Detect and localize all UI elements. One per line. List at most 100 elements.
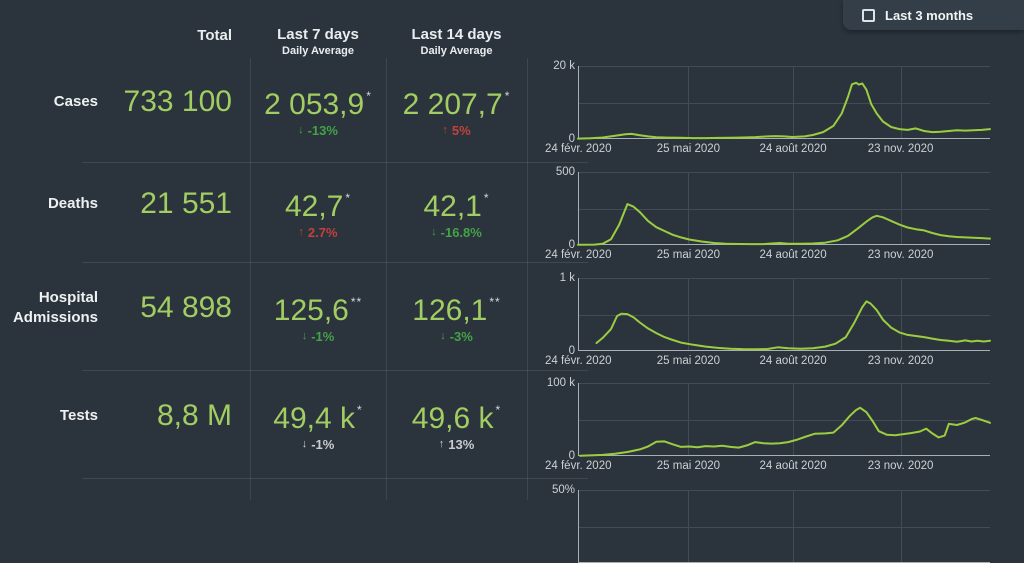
- trend-indicator: ↑ 13%: [439, 436, 475, 452]
- col-header-total: Total: [197, 27, 232, 44]
- table-row-deaths: Deaths 21 551 42,7 * ↑ 2.7% 42,1 * ↓ -16.8%: [0, 162, 540, 262]
- x-axis-labels: 24 févr. 2020 25 mai 2020 24 août 2020 23 n…: [545, 355, 990, 369]
- y-axis-max-label: 100 k: [546, 377, 575, 389]
- x-tick-label: 24 févr. 2020: [545, 143, 612, 155]
- avg-value: 125,6 **: [273, 294, 363, 327]
- trend-percent: -13%: [307, 122, 338, 138]
- x-tick-label: 24 août 2020: [759, 143, 827, 155]
- avg-7-days-cell: 42,7 * ↑ 2.7%: [250, 162, 386, 262]
- column-divider: [527, 58, 528, 500]
- avg-value: 42,1 *: [423, 190, 490, 223]
- sparkline-plot: [578, 490, 990, 563]
- trend-indicator: ↓ -1%: [302, 436, 335, 452]
- row-divider: [82, 370, 588, 371]
- trend-indicator: ↓ -3%: [440, 328, 473, 344]
- last-3-months-label[interactable]: Last 3 months: [885, 7, 974, 23]
- column-divider: [386, 58, 387, 500]
- total-value: 733 100: [123, 85, 232, 118]
- row-label: Hospital Admissions: [12, 288, 98, 326]
- x-tick-label: 23 nov. 2020: [867, 460, 934, 472]
- trend-arrow-icon: ↑: [438, 437, 445, 450]
- row-divider: [82, 162, 588, 163]
- trend-indicator: ↑ 5%: [442, 122, 470, 138]
- footnote-marker: *: [345, 191, 352, 205]
- row-label: Tests: [59, 406, 98, 424]
- trend-arrow-icon: ↓: [301, 329, 308, 342]
- x-axis-labels: 24 févr. 2020 25 mai 2020 24 août 2020 23 n…: [545, 460, 990, 474]
- trend-percent: 13%: [448, 436, 475, 452]
- footnote-marker: **: [350, 295, 363, 309]
- table-row-hospital-admissions: Hospital Admissions 54 898 125,6 ** ↓ -1% …: [0, 262, 540, 370]
- table-row-cases: Cases 733 100 2 053,9 * ↓ -13% 2 207,7 * ↑ 5…: [0, 58, 540, 162]
- chart-line: [577, 203, 991, 246]
- y-axis-zero-label: 0: [568, 450, 575, 462]
- x-tick-label: 24 août 2020: [759, 249, 827, 261]
- y-axis-zero-label: 0: [568, 345, 575, 357]
- avg-value: 2 053,9 *: [264, 88, 372, 121]
- sparkline-svg: [578, 278, 991, 351]
- cases-sparkline-chart: 20 k 0 24 févr. 2020 25 mai 2020 24 août 202…: [545, 60, 991, 155]
- total-value: 54 898: [140, 291, 232, 324]
- x-tick-label: 25 mai 2020: [656, 143, 721, 155]
- y-axis-max-label: 500: [555, 166, 575, 178]
- row-divider: [82, 262, 588, 263]
- sparkline-svg: [578, 490, 990, 563]
- footnote-marker: *: [357, 403, 363, 417]
- x-axis-labels: 24 févr. 2020 25 mai 2020 24 août 2020 23 n…: [545, 143, 990, 157]
- avg-value: 126,1 **: [412, 294, 501, 327]
- col-header-last-14-days: Last 14 days Daily Average: [386, 26, 527, 57]
- x-tick-label: 24 août 2020: [759, 460, 827, 472]
- col-header-last-14-days-title: Last 14 days: [411, 26, 502, 43]
- avg-14-days-cell: 126,1 ** ↓ -3%: [386, 262, 527, 370]
- sparkline-svg: [577, 172, 991, 246]
- avg-14-days-cell: 2 207,7 * ↑ 5%: [386, 58, 527, 162]
- row-label: Deaths: [47, 194, 98, 212]
- footnote-marker: *: [495, 403, 502, 417]
- column-divider: [250, 58, 251, 500]
- trend-arrow-icon: ↓: [440, 329, 446, 342]
- x-tick-label: 25 mai 2020: [656, 355, 721, 367]
- row-divider: [82, 478, 588, 479]
- filter-card: Last 3 months: [843, 0, 1024, 30]
- trend-arrow-icon: ↑: [298, 225, 304, 238]
- trend-percent: -3%: [449, 328, 473, 344]
- x-tick-label: 23 nov. 2020: [867, 143, 934, 155]
- trend-arrow-icon: ↓: [431, 225, 437, 238]
- avg-14-days-cell: 49,6 k * ↑ 13%: [386, 370, 527, 478]
- row-label: Cases: [53, 92, 98, 110]
- y-axis-max-label: 50%: [551, 484, 575, 496]
- sparkline-plot: [578, 278, 991, 351]
- footnote-marker: *: [483, 191, 490, 205]
- trend-percent: 2.7%: [307, 224, 338, 240]
- trend-indicator: ↓ -16.8%: [431, 224, 482, 240]
- avg-7-days-cell: 2 053,9 * ↓ -13%: [250, 58, 386, 162]
- chart-line: [595, 300, 991, 351]
- col-header-last-7-days-title: Last 7 days: [277, 26, 359, 43]
- sparkline-plot: [577, 172, 991, 246]
- avg-value: 42,7 *: [284, 190, 352, 223]
- footnote-marker: *: [366, 89, 372, 103]
- sparkline-plot: [577, 66, 991, 140]
- y-axis-max-label: 20 k: [553, 60, 575, 72]
- y-axis-zero-label: 0: [568, 239, 575, 251]
- trend-percent: -16.8%: [440, 224, 482, 240]
- x-tick-label: 24 févr. 2020: [545, 460, 612, 472]
- avg-value: 2 207,7 *: [402, 88, 511, 121]
- trend-percent: -1%: [311, 436, 335, 452]
- trend-arrow-icon: ↓: [298, 123, 304, 136]
- y-axis-max-label: 1 k: [559, 272, 575, 284]
- x-axis-labels: 24 févr. 2020 25 mai 2020 24 août 2020 23 n…: [545, 249, 990, 263]
- col-header-last-7-days: Last 7 days Daily Average: [250, 26, 386, 57]
- x-tick-label: 24 févr. 2020: [545, 355, 612, 367]
- trend-indicator: ↓ -1%: [302, 328, 335, 344]
- col-header-daily-average: Daily Average: [282, 45, 354, 57]
- sparkline-svg: [577, 66, 991, 140]
- deaths-sparkline-chart: 500 0 24 févr. 2020 25 mai 2020 24 août 2020…: [545, 166, 991, 261]
- sparkline-svg: [578, 383, 991, 457]
- y-axis-zero-label: 0: [568, 133, 575, 145]
- partial-sparkline-chart: 50%: [545, 484, 991, 563]
- last-3-months-checkbox[interactable]: [862, 8, 875, 22]
- total-value: 8,8 M: [156, 399, 232, 432]
- table-row-tests: Tests 8,8 M 49,4 k * ↓ -1% 49,6 k * ↑ 13%: [0, 370, 540, 478]
